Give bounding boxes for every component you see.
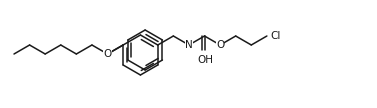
Text: OH: OH [198,55,213,65]
Text: N: N [185,40,193,50]
Text: Cl: Cl [270,31,280,41]
Text: O: O [103,49,112,59]
Text: O: O [216,40,224,50]
